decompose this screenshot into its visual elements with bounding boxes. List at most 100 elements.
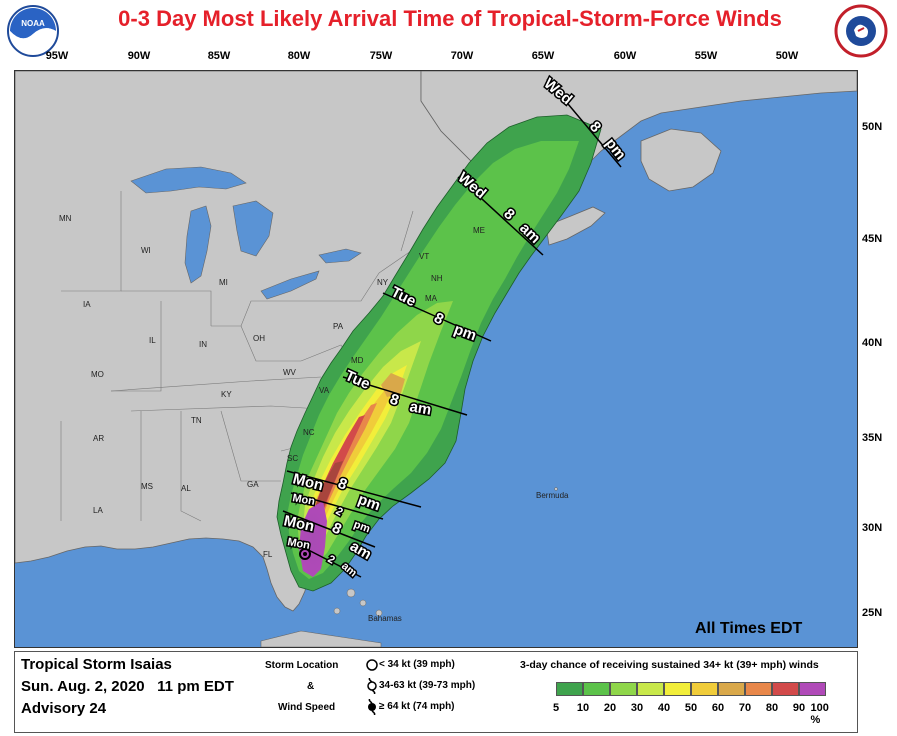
state-label-wi: WI <box>141 246 151 255</box>
national-weather-service-logo <box>834 4 888 58</box>
chance-scale-label: 70 <box>738 702 752 714</box>
map-title: 0-3 Day Most Likely Arrival Time of Trop… <box>118 6 782 31</box>
latitude-label: 45N <box>862 233 883 245</box>
state-label-fl: FL <box>263 550 273 559</box>
state-label-sc: SC <box>287 454 298 463</box>
storm-name: Tropical Storm Isaias <box>21 656 172 673</box>
longitude-label: 55W <box>694 50 718 62</box>
state-label-me: ME <box>473 226 485 235</box>
chance-scale-label: 80 <box>765 702 779 714</box>
svg-text:Mon: Mon <box>291 492 316 508</box>
all-times-label: All Times EDT <box>695 620 803 637</box>
longitude-label: 60W <box>613 50 637 62</box>
legend-wind-speed: Wind Speed <box>278 702 336 713</box>
latitude-label: 30N <box>862 522 883 534</box>
bahamas-island <box>359 599 367 607</box>
arrival-time-isochrones <box>282 78 622 578</box>
state-label-wv: WV <box>283 368 297 377</box>
state-label-ar: AR <box>93 434 104 443</box>
state-label-ia: IA <box>83 300 91 309</box>
longitude-label: 85W <box>207 50 231 62</box>
longitude-label: 50W <box>775 50 799 62</box>
state-label-in: IN <box>199 340 207 349</box>
state-label-pa: PA <box>333 322 344 331</box>
hurricane-icon <box>368 699 376 715</box>
latitude-label: 25N <box>862 607 883 619</box>
longitude-label: 75W <box>369 50 393 62</box>
state-label-mn: MN <box>59 214 72 223</box>
svg-text:am: am <box>408 398 432 419</box>
chance-scale-cell <box>556 682 583 696</box>
info-panel: Tropical Storm Isaias Sun. Aug. 2, 2020 … <box>14 651 858 733</box>
legend-storm-location: Storm Location <box>265 660 339 671</box>
svg-text:Mon: Mon <box>282 512 316 535</box>
advisory-time: 11 pm EDT <box>157 678 234 695</box>
chance-scale-label: 10 <box>576 702 590 714</box>
chance-scale-cell <box>583 682 610 696</box>
svg-text:Mon: Mon <box>286 536 311 552</box>
lake-huron <box>232 200 274 257</box>
state-label-vt: VT <box>419 252 429 261</box>
chance-scale-title: 3-day chance of receiving sustained 34+ … <box>520 659 819 671</box>
latitude-label: 35N <box>862 432 883 444</box>
svg-text:NOAA: NOAA <box>21 19 45 28</box>
chance-scale-label: 50 <box>684 702 698 714</box>
nova-scotia <box>545 206 606 246</box>
bahamas-island <box>346 588 356 598</box>
state-label-nc: NC <box>303 428 315 437</box>
legend-and: & <box>307 681 315 692</box>
state-label-tn: TN <box>191 416 202 425</box>
chance-scale-cell <box>745 682 772 696</box>
chance-scale-cell <box>691 682 718 696</box>
state-label-oh: OH <box>253 334 265 343</box>
advisory-number: Advisory 24 <box>21 700 107 717</box>
state-label-mi: MI <box>219 278 228 287</box>
map-canvas: MN WI MI IA IL IN OH PA NY VT NH ME MA M… <box>15 71 857 647</box>
chance-scale-label: 60 <box>711 702 725 714</box>
state-label-il: IL <box>149 336 156 345</box>
state-label-la: LA <box>93 506 103 515</box>
chance-scale-cell <box>610 682 637 696</box>
state-label-ma: MA <box>425 294 438 303</box>
latitude-label: 40N <box>862 337 883 349</box>
bermuda-island <box>554 487 558 491</box>
longitude-label: 65W <box>531 50 555 62</box>
state-label-ny: NY <box>377 278 389 287</box>
chance-scale-label: 90 <box>792 702 806 714</box>
lake-erie <box>260 270 320 300</box>
chance-scale-cell <box>718 682 745 696</box>
place-label-bahamas: Bahamas <box>368 614 402 623</box>
chance-scale-label: 5 <box>552 702 560 714</box>
state-label-va: VA <box>319 386 330 395</box>
state-label-ky: KY <box>221 390 232 399</box>
longitude-label: 80W <box>287 50 311 62</box>
longitude-label: 95W <box>45 50 69 62</box>
longitude-label: 70W <box>450 50 474 62</box>
legend-34-63kt: 34-63 kt (39-73 mph) <box>379 680 476 691</box>
place-label-bermuda: Bermuda <box>536 491 569 500</box>
chance-scale-cell <box>799 682 826 696</box>
cuba <box>260 630 382 647</box>
newfoundland <box>640 128 722 192</box>
advisory-datetime: Sun. Aug. 2, 2020 11 pm EDT <box>21 678 234 695</box>
noaa-logo: NOAA <box>7 5 59 57</box>
chance-scale-cell <box>772 682 799 696</box>
state-label-ms: MS <box>141 482 153 491</box>
tropical-storm-icon <box>367 678 377 694</box>
state-label-mo: MO <box>91 370 104 379</box>
chance-scale-label: 20 <box>603 702 617 714</box>
legend-above-64kt: ≥ 64 kt (74 mph) <box>379 701 455 712</box>
chance-scale-label: 100 % <box>810 702 829 726</box>
state-label-al: AL <box>181 484 191 493</box>
chance-scale-label: 40 <box>657 702 671 714</box>
state-label-ga: GA <box>247 480 259 489</box>
longitude-label: 90W <box>127 50 151 62</box>
state-label-md: MD <box>351 356 364 365</box>
latitude-label: 50N <box>862 121 883 133</box>
state-label-nh: NH <box>431 274 443 283</box>
chance-scale-label: 30 <box>630 702 644 714</box>
lake-ontario <box>318 248 362 264</box>
bahamas-island <box>333 607 341 615</box>
chance-scale-cell <box>664 682 691 696</box>
map-area[interactable]: MN WI MI IA IL IN OH PA NY VT NH ME MA M… <box>14 70 858 648</box>
